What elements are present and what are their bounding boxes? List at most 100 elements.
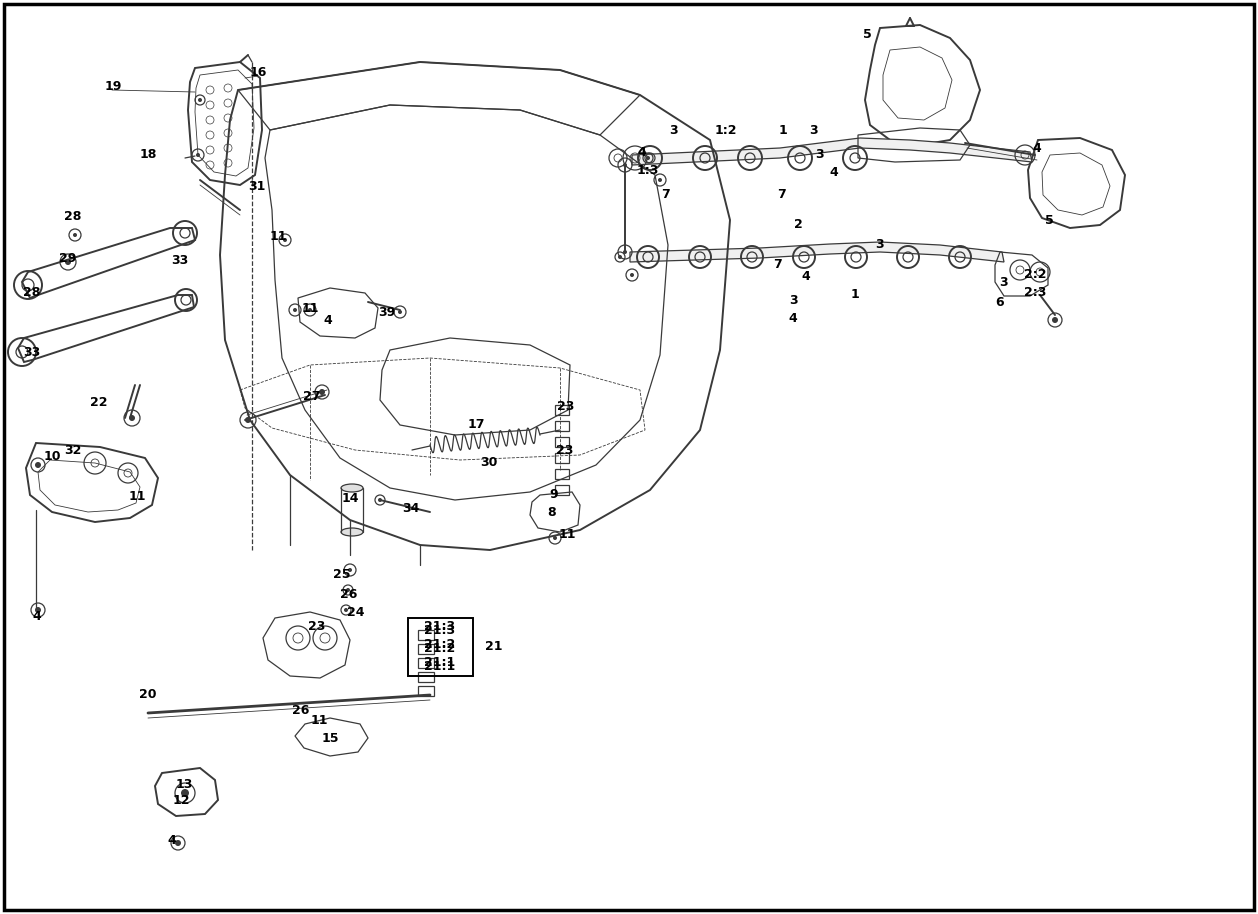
Text: 14: 14 xyxy=(341,492,359,505)
Bar xyxy=(555,453,569,463)
Text: 4: 4 xyxy=(789,312,798,324)
Text: 20: 20 xyxy=(140,688,157,702)
Circle shape xyxy=(65,259,70,265)
Circle shape xyxy=(181,789,189,797)
Text: 16: 16 xyxy=(249,67,267,80)
Circle shape xyxy=(130,415,135,421)
Bar xyxy=(418,658,434,668)
Polygon shape xyxy=(632,138,1032,165)
Text: 21:1: 21:1 xyxy=(424,656,455,669)
Circle shape xyxy=(398,310,403,314)
Circle shape xyxy=(196,153,200,157)
Text: 18: 18 xyxy=(140,148,157,162)
Text: 4: 4 xyxy=(638,146,647,160)
Bar xyxy=(418,630,434,640)
Circle shape xyxy=(343,608,348,612)
Ellipse shape xyxy=(341,484,364,492)
Circle shape xyxy=(308,308,312,312)
Text: 3: 3 xyxy=(810,124,818,137)
Text: 1: 1 xyxy=(850,289,859,302)
Text: 21:2: 21:2 xyxy=(424,642,455,654)
Text: 32: 32 xyxy=(64,443,82,456)
Text: 21:1: 21:1 xyxy=(424,660,455,673)
Text: 5: 5 xyxy=(1044,214,1053,227)
Bar xyxy=(408,618,473,676)
Circle shape xyxy=(647,156,650,160)
Text: 25: 25 xyxy=(333,568,351,580)
Text: 23: 23 xyxy=(308,621,326,633)
Text: 15: 15 xyxy=(321,731,338,745)
Bar xyxy=(555,469,569,479)
Text: 26: 26 xyxy=(292,704,309,717)
Text: 17: 17 xyxy=(467,419,484,431)
Text: 11: 11 xyxy=(559,528,576,541)
Circle shape xyxy=(618,255,621,259)
Text: 11: 11 xyxy=(301,302,318,314)
Text: 39: 39 xyxy=(379,305,395,318)
Circle shape xyxy=(377,498,382,502)
Text: 34: 34 xyxy=(403,502,420,515)
Polygon shape xyxy=(630,242,1004,262)
Text: 1:3: 1:3 xyxy=(637,164,659,176)
Text: 9: 9 xyxy=(550,488,559,502)
Circle shape xyxy=(35,607,42,613)
Text: 29: 29 xyxy=(59,251,77,264)
Circle shape xyxy=(283,238,287,242)
Text: 3: 3 xyxy=(876,239,884,251)
Text: 21:3: 21:3 xyxy=(424,623,455,636)
Circle shape xyxy=(293,308,297,312)
Circle shape xyxy=(35,462,42,468)
Bar xyxy=(555,421,569,431)
Text: 2:3: 2:3 xyxy=(1024,286,1047,300)
Text: 4: 4 xyxy=(829,165,838,178)
Text: 10: 10 xyxy=(43,451,60,463)
Bar xyxy=(418,644,434,654)
Text: 22: 22 xyxy=(91,397,108,409)
Text: 30: 30 xyxy=(481,455,498,469)
Text: 11: 11 xyxy=(269,230,287,243)
Text: 1: 1 xyxy=(779,124,788,137)
Text: 11: 11 xyxy=(311,714,328,727)
Text: 21:2: 21:2 xyxy=(424,639,455,652)
Text: 2:2: 2:2 xyxy=(1024,269,1047,282)
Text: 12: 12 xyxy=(172,793,190,806)
Bar xyxy=(418,686,434,696)
Ellipse shape xyxy=(341,528,364,536)
Text: 11: 11 xyxy=(128,491,146,504)
Bar xyxy=(555,437,569,447)
Text: 7: 7 xyxy=(774,258,782,271)
Circle shape xyxy=(1052,317,1058,323)
Text: 3: 3 xyxy=(789,293,798,306)
Circle shape xyxy=(73,233,77,237)
Text: 4: 4 xyxy=(167,834,176,846)
Text: 26: 26 xyxy=(341,588,357,600)
Circle shape xyxy=(630,273,634,277)
Circle shape xyxy=(658,178,662,182)
Text: 24: 24 xyxy=(347,605,365,619)
Text: 31: 31 xyxy=(248,179,265,193)
Text: 27: 27 xyxy=(303,390,321,403)
Circle shape xyxy=(198,98,203,102)
Text: 19: 19 xyxy=(104,80,122,93)
Text: 21: 21 xyxy=(486,641,503,654)
Circle shape xyxy=(346,588,350,592)
Text: 13: 13 xyxy=(175,778,192,791)
Circle shape xyxy=(175,840,181,846)
Text: 23: 23 xyxy=(557,399,575,412)
Text: 4: 4 xyxy=(33,611,42,623)
Text: 6: 6 xyxy=(995,296,1004,310)
Text: 28: 28 xyxy=(64,210,82,224)
Bar xyxy=(555,405,569,415)
Bar xyxy=(555,485,569,495)
Text: 4: 4 xyxy=(323,314,332,326)
Text: 28: 28 xyxy=(24,285,40,299)
Text: 7: 7 xyxy=(660,188,669,201)
Text: 4: 4 xyxy=(801,270,810,282)
Text: 3: 3 xyxy=(1000,275,1009,289)
Circle shape xyxy=(623,250,626,254)
Text: 1:2: 1:2 xyxy=(715,124,737,137)
Text: 33: 33 xyxy=(24,346,40,359)
Bar xyxy=(418,672,434,682)
Circle shape xyxy=(623,163,626,167)
Circle shape xyxy=(348,568,352,572)
